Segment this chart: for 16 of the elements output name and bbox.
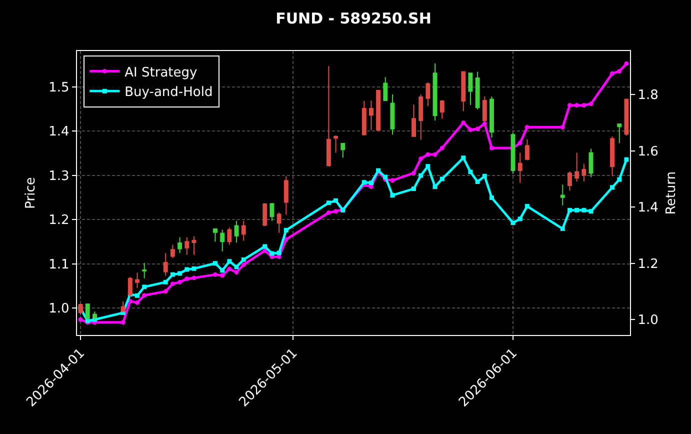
legend-label: Buy-and-Hold — [124, 85, 213, 100]
y-tick-label: 1.5 — [48, 80, 70, 96]
y-tick-label: 1.4 — [48, 124, 70, 140]
y2-axis-title: Return — [664, 171, 679, 215]
legend-label: AI Strategy — [124, 65, 198, 80]
y2-tick-label: 1.6 — [638, 144, 658, 160]
y2-tick-label: 1.0 — [638, 313, 658, 328]
y2-tick-label: 1.2 — [638, 256, 658, 272]
y2-tick-label: 1.4 — [638, 200, 658, 216]
y-tick-label: 1.3 — [48, 168, 70, 184]
chart-title: FUND - 589250.SH — [276, 9, 432, 28]
y-tick-label: 1.2 — [48, 213, 70, 228]
y-tick-label: 1.1 — [48, 257, 70, 272]
y-tick-label: 1.0 — [48, 302, 70, 317]
y2-tick-label: 1.8 — [638, 88, 658, 104]
y-axis-title: Price — [24, 177, 39, 209]
